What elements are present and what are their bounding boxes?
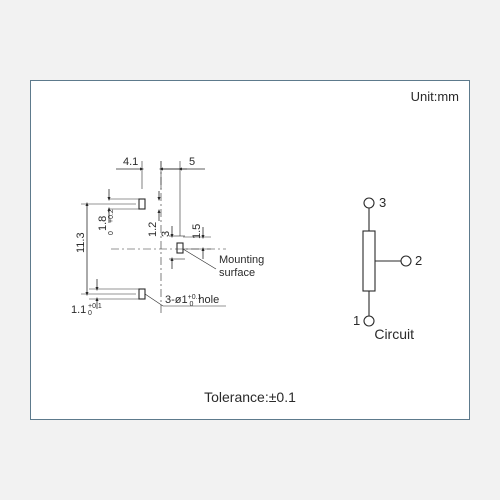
svg-text:+0.1: +0.1 — [88, 303, 102, 310]
note-mounting: Mounting — [219, 254, 264, 266]
svg-text:0: 0 — [108, 231, 115, 235]
unit-label: Unit:mm — [411, 89, 459, 104]
pin-1-label: 1 — [353, 313, 360, 328]
pin-3-label: 3 — [379, 195, 386, 210]
dim-1-2: 1.2 — [147, 222, 159, 237]
svg-text:+0.2: +0.2 — [108, 209, 115, 223]
svg-text:0: 0 — [88, 310, 92, 317]
dim-3: 3 — [160, 231, 172, 237]
note-surface: surface — [219, 267, 255, 279]
circuit-title: Circuit — [374, 326, 414, 342]
dim-1-5: 1.5 — [191, 224, 203, 239]
tolerance-label: Tolerance:±0.1 — [204, 389, 296, 405]
dim-4-1: 4.1 — [123, 156, 138, 168]
pin-2-label: 2 — [415, 253, 422, 268]
dim-11-3: 11.3 — [75, 232, 87, 253]
drawing-frame: Unit:mm 4.1 5 — [30, 80, 470, 420]
dim-1-1: 1.1 — [71, 304, 86, 316]
note-hole: 3-ø1+0.10 hole — [165, 294, 219, 308]
mechanical-drawing: 4.1 5 11.3 1.8 +0.2 0 1.2 — [51, 141, 291, 361]
dim-5: 5 — [189, 156, 195, 168]
